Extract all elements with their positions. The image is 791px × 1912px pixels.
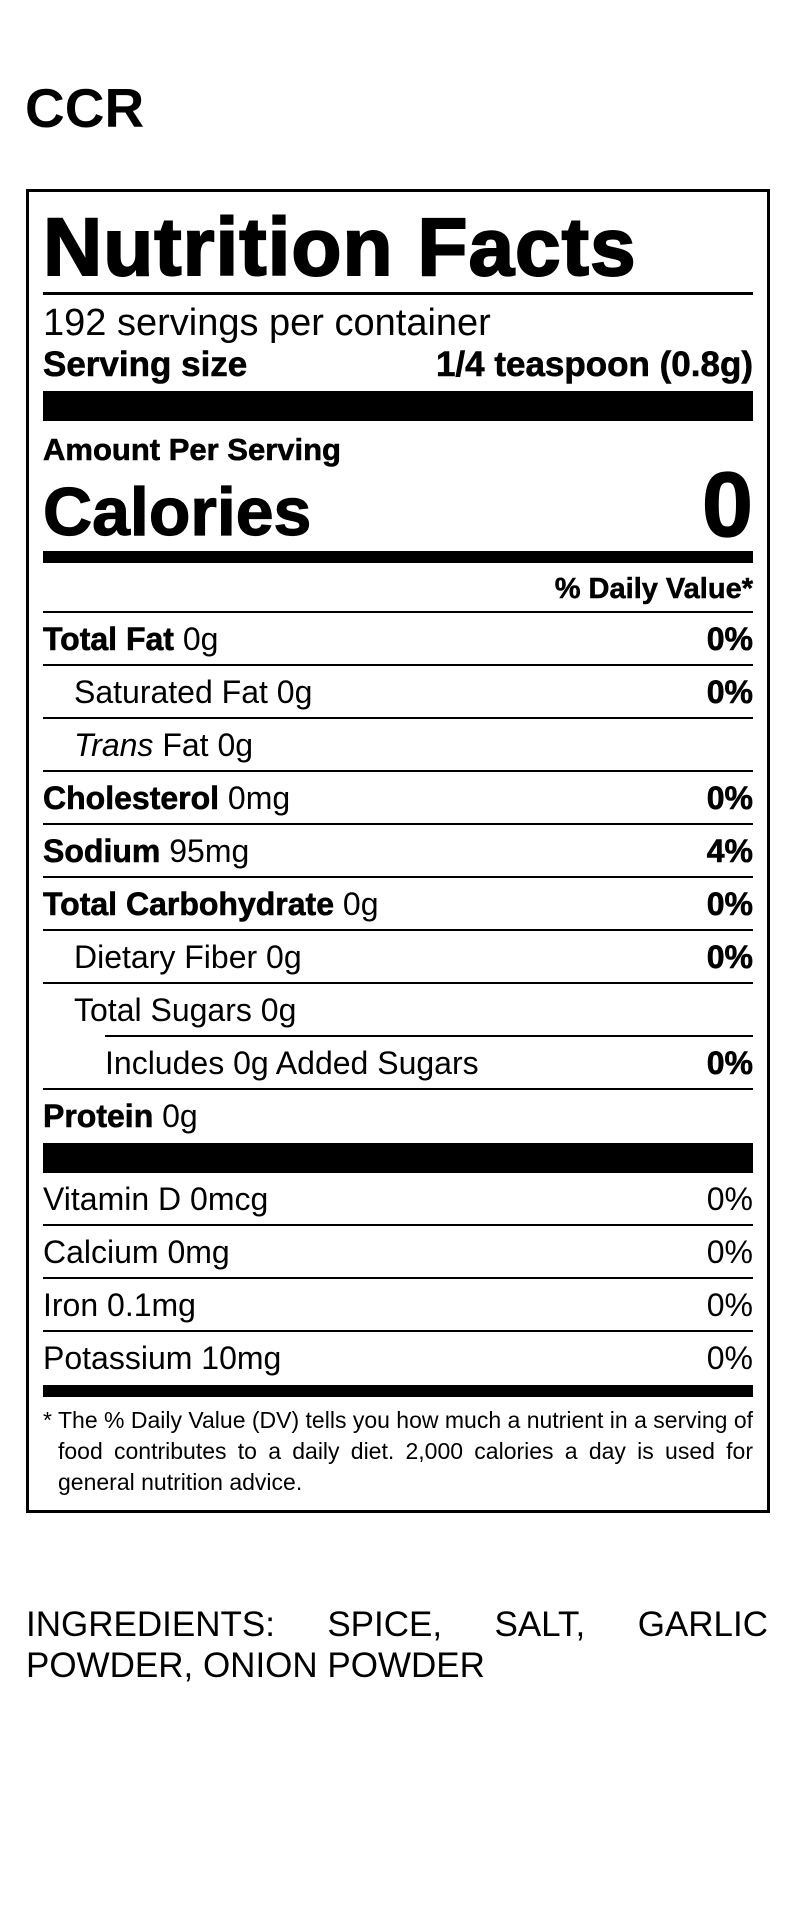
- nutrient-name: Total Fat: [43, 621, 175, 658]
- vitamin-name: Vitamin D 0mcg: [43, 1181, 269, 1217]
- vitamin-name: Calcium 0mg: [43, 1234, 230, 1270]
- daily-value: 4%: [706, 833, 753, 870]
- nutrient-amount: 0mg: [227, 780, 291, 816]
- vitamin-row: Potassium 10mg 0%: [43, 1332, 753, 1385]
- ingredients: INGREDIENTS: SPICE, SALT, GARLIC POWDER,…: [26, 1605, 768, 1685]
- daily-value: 0%: [706, 674, 753, 711]
- nutrient-row: Total Fat 0g 0%: [43, 613, 753, 666]
- nutrient-amount: 0g: [182, 621, 219, 657]
- vitamin-list: Vitamin D 0mcg 0% Calcium 0mg 0% Iron 0.1mg 0…: [43, 1173, 753, 1385]
- daily-value: 0%: [706, 621, 753, 658]
- nutrient-text: Trans Fat 0g: [74, 727, 253, 764]
- nutrient-name: Dietary Fiber: [74, 939, 258, 975]
- daily-value: 0%: [706, 780, 753, 817]
- nutrient-row: Total Sugars 0g: [43, 984, 753, 1037]
- nutrient-text: Includes 0g Added Sugars: [105, 1045, 479, 1082]
- nutrient-row: Total Carbohydrate 0g 0%: [43, 878, 753, 931]
- serving-size-label: Serving size: [43, 345, 248, 385]
- row-rule: [43, 1224, 753, 1226]
- daily-value: 0%: [706, 1234, 753, 1270]
- thick-rule: [43, 1385, 753, 1397]
- nutrient-amount: 95mg: [169, 833, 250, 869]
- footnote-text: The % Daily Value (DV) tells you how muc…: [58, 1407, 753, 1495]
- row-rule: [43, 770, 753, 772]
- nutrient-text: Saturated Fat 0g: [74, 674, 312, 711]
- nutrient-text: Cholesterol 0mg: [43, 780, 290, 817]
- thick-rule: [43, 551, 753, 563]
- label-heading: Nutrition Facts: [42, 205, 753, 295]
- nutrient-amount: Fat 0g: [162, 727, 254, 763]
- nutrient-row: Saturated Fat 0g 0%: [43, 666, 753, 719]
- calories: Calories 0: [42, 458, 753, 551]
- nutrient-amount: 0g: [260, 992, 297, 1028]
- nutrient-list: Total Fat 0g 0% Saturated Fat 0g 0% Trans Fa…: [43, 613, 754, 1143]
- daily-value: 0%: [706, 1287, 753, 1323]
- nutrient-row: Cholesterol 0mg 0%: [43, 772, 753, 825]
- row-rule: [43, 876, 753, 878]
- nutrient-amount: 0g: [276, 674, 313, 710]
- nutrient-name: Saturated Fat: [74, 674, 268, 710]
- nutrient-name: Protein: [43, 1098, 154, 1135]
- nutrient-text: Total Fat 0g: [43, 621, 219, 658]
- row-rule: [43, 1088, 753, 1090]
- thick-rule: [43, 391, 753, 421]
- nutrient-name: Includes 0g Added Sugars: [105, 1045, 479, 1081]
- nutrient-row: Trans Fat 0g: [43, 719, 753, 772]
- brand-name: CCR: [25, 77, 145, 139]
- calories-value: 0: [701, 454, 753, 556]
- daily-value: 0%: [706, 886, 753, 923]
- vitamin-row: Iron 0.1mg 0%: [43, 1279, 753, 1332]
- vitamin-row: Vitamin D 0mcg 0%: [43, 1173, 753, 1226]
- nutrient-text: Total Sugars 0g: [74, 992, 296, 1029]
- nutrient-text: Total Carbohydrate 0g: [43, 886, 379, 923]
- row-rule: [43, 823, 753, 825]
- vitamin-name: Iron 0.1mg: [43, 1287, 196, 1323]
- footnote: * The % Daily Value (DV) tells you how m…: [43, 1405, 753, 1498]
- nutrient-name: Cholesterol: [43, 780, 220, 817]
- amount-per-serving: Amount Per Serving: [43, 432, 342, 467]
- nutrient-name: Total Sugars: [74, 992, 252, 1028]
- thick-rule: [43, 1143, 753, 1173]
- row-rule: [43, 929, 753, 931]
- calories-label: Calories: [42, 474, 312, 550]
- dv-header: % Daily Value*: [43, 563, 753, 613]
- servings: 192 servings per container: [43, 302, 491, 344]
- nutrient-row: Includes 0g Added Sugars 0%: [43, 1037, 753, 1090]
- daily-value: 0%: [706, 939, 753, 976]
- nutrient-row: Dietary Fiber 0g 0%: [43, 931, 753, 984]
- row-rule: [43, 1277, 753, 1279]
- vitamin-row: Calcium 0mg 0%: [43, 1226, 753, 1279]
- nutrient-name: Sodium: [43, 833, 161, 870]
- nutrient-row: Protein 0g: [43, 1090, 753, 1143]
- daily-value: 0%: [706, 1340, 753, 1376]
- nutrient-text: Dietary Fiber 0g: [74, 939, 302, 976]
- nutrient-name: Trans: [74, 727, 154, 763]
- nutrient-amount: 0g: [266, 939, 302, 975]
- nutrient-amount: 0g: [162, 1098, 198, 1134]
- serving-size-value: 1/4 teaspoon (0.8g): [435, 345, 754, 385]
- nutrient-row: Sodium 95mg 4%: [43, 825, 753, 878]
- row-rule: [105, 1035, 753, 1037]
- vitamin-name: Potassium 10mg: [43, 1340, 282, 1376]
- nutrient-text: Sodium 95mg: [43, 833, 250, 870]
- nutrient-text: Protein 0g: [43, 1098, 198, 1135]
- row-rule: [43, 717, 753, 719]
- footnote-marker: *: [43, 1407, 52, 1433]
- nutrition-label: Nutrition Facts 192 servings per contain…: [26, 189, 770, 1513]
- row-rule: [43, 1330, 753, 1332]
- row-rule: [43, 664, 753, 666]
- nutrient-amount: 0g: [342, 886, 379, 922]
- daily-value: 0%: [706, 1045, 753, 1082]
- serving-size: Serving size 1/4 teaspoon (0.8g): [43, 345, 754, 385]
- nutrient-name: Total Carbohydrate: [43, 886, 335, 923]
- row-rule: [43, 982, 753, 984]
- daily-value: 0%: [706, 1181, 753, 1217]
